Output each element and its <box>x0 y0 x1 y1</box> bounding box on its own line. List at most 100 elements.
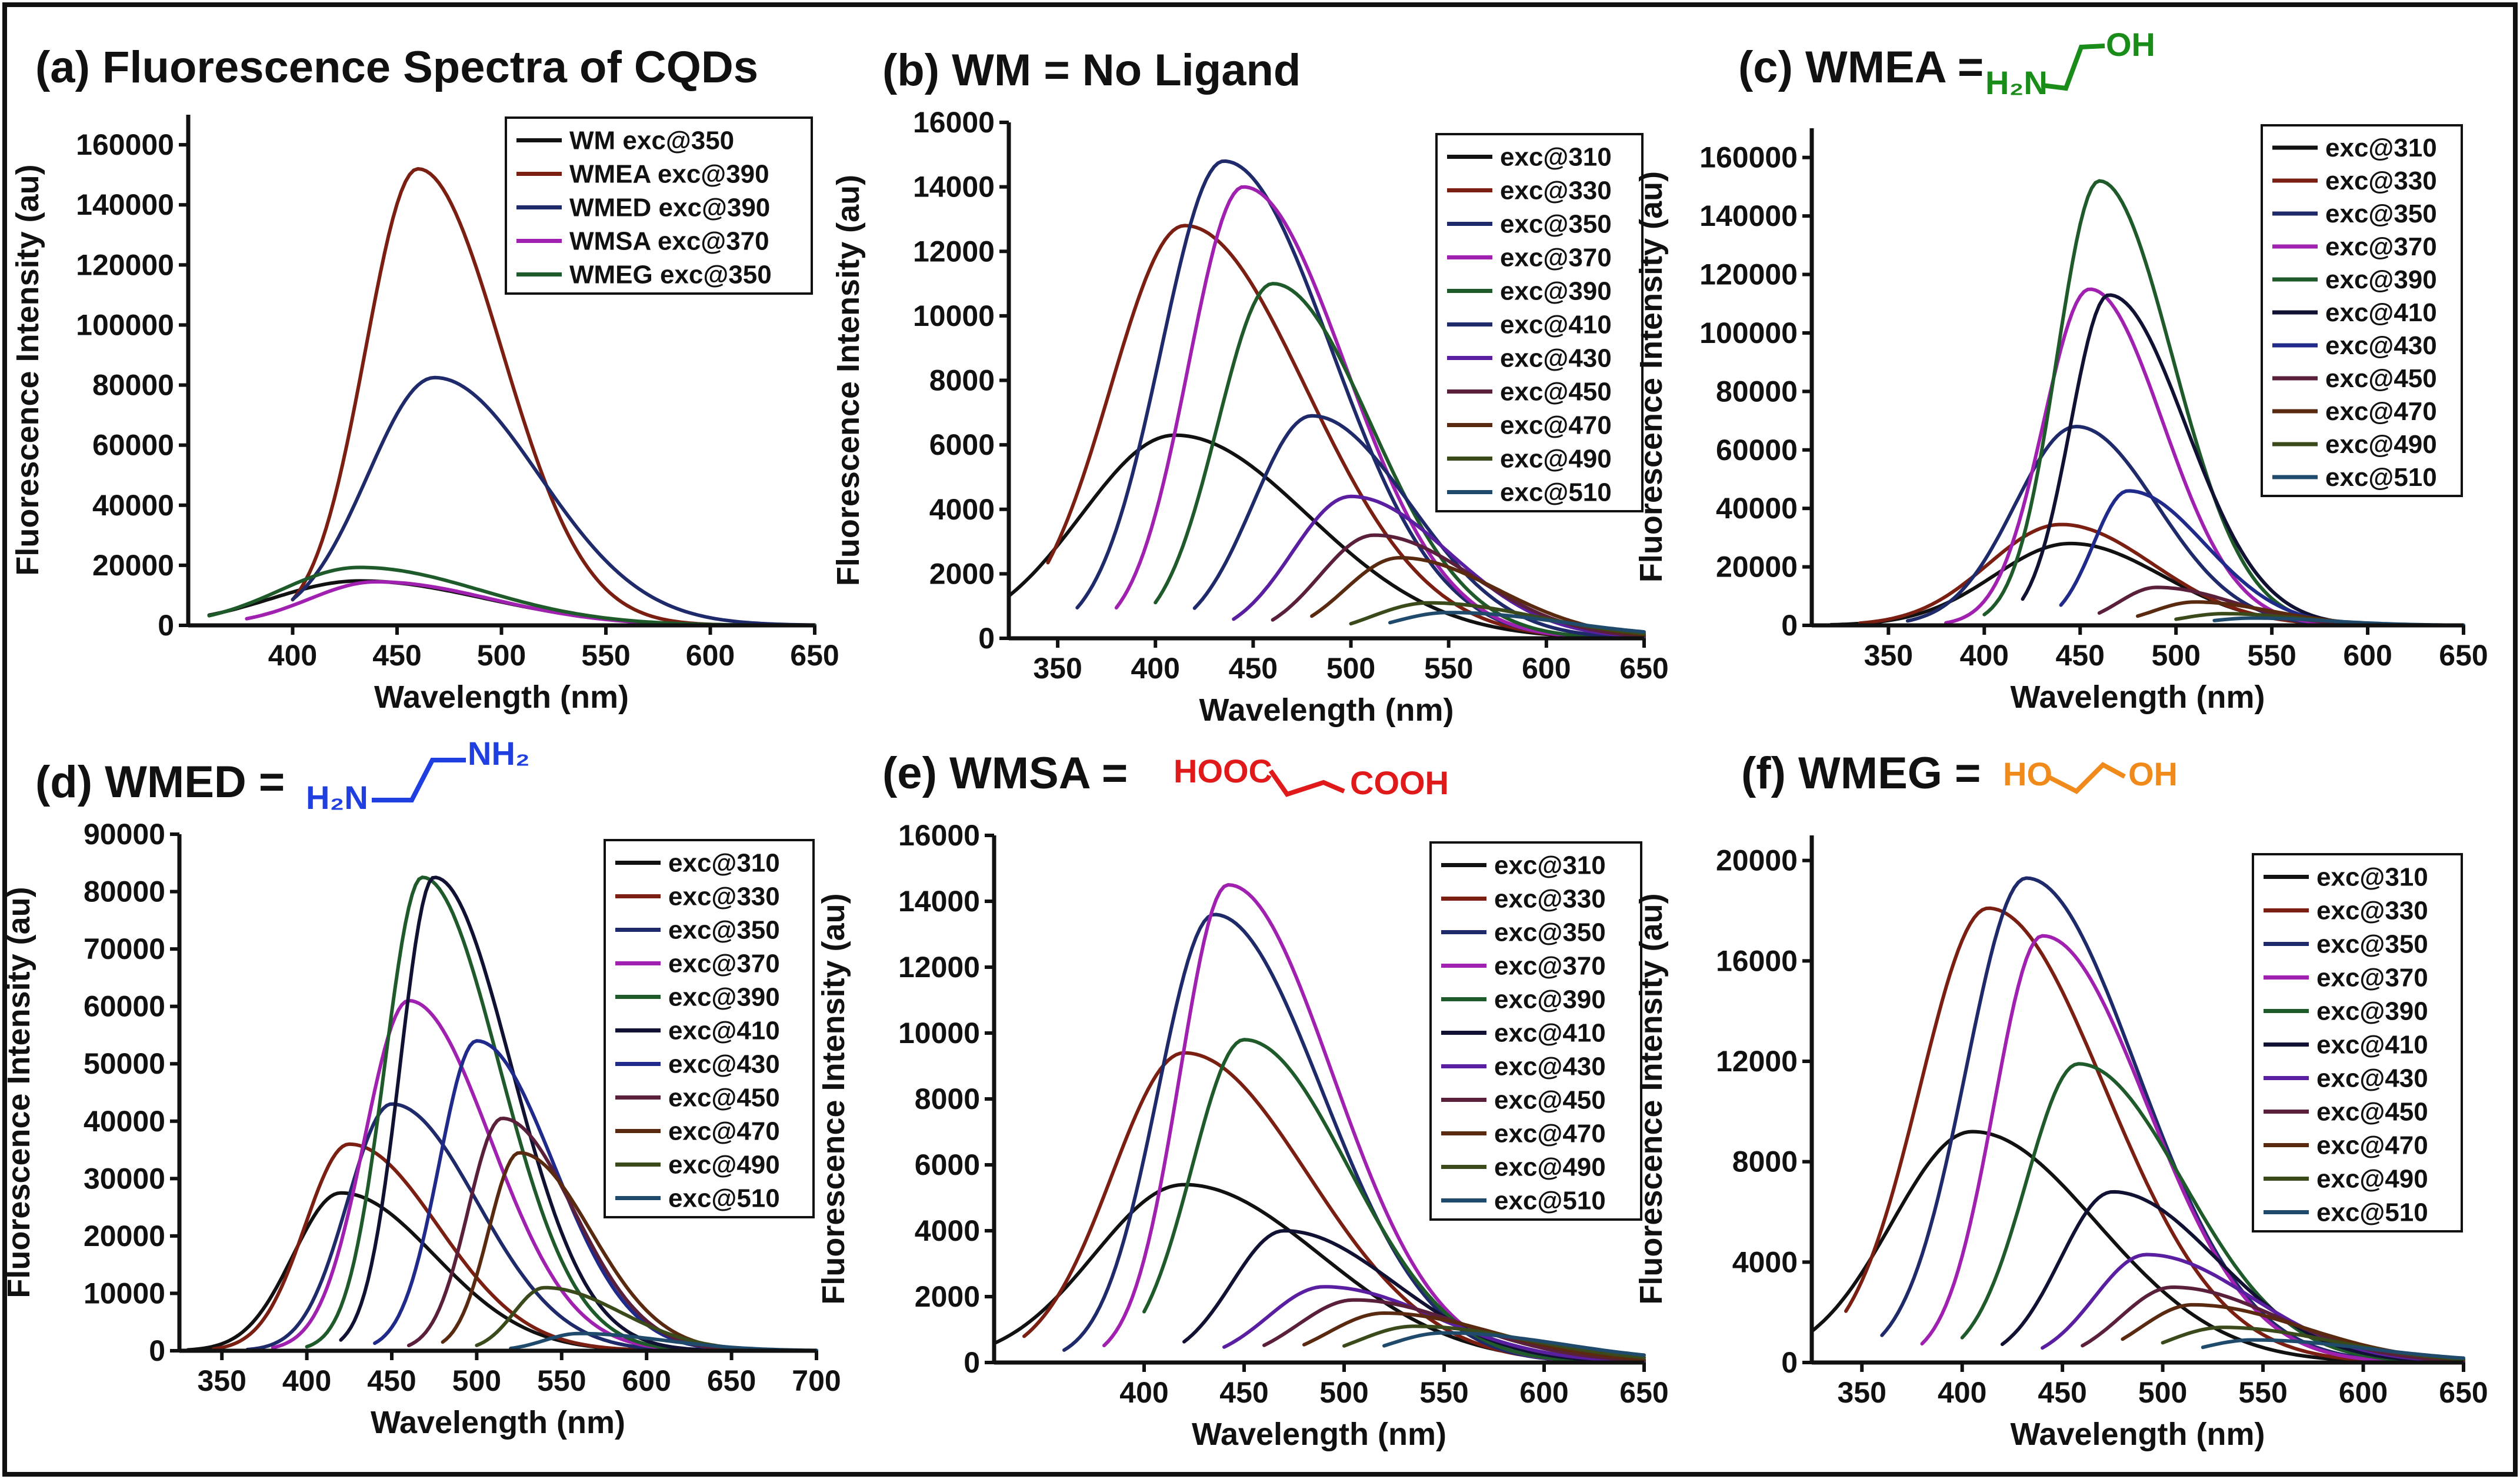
legend-entry: exc@350 <box>1500 210 1612 239</box>
legend: exc@310 exc@330 exc@350 exc@370 exc@390 exc@4… <box>2252 853 2463 1232</box>
y-tick-label: 10000 <box>84 1277 165 1310</box>
x-tick-label: 450 <box>372 639 421 672</box>
chart-panel-b: (b) WM = No Ligand 350 400 450 500 550 600 650 0… <box>831 45 1669 728</box>
y-tick-label: 140000 <box>76 188 174 221</box>
x-tick-label: 400 <box>1938 1376 1986 1409</box>
structure-e-right: COOH <box>1350 764 1449 801</box>
chart-title: (b) WM = No Ligand <box>882 45 1301 95</box>
series-line-exc-450 <box>2081 1285 2465 1363</box>
series-line-exc-370 <box>1920 934 2465 1364</box>
legend-entry: exc@330 <box>2316 897 2428 925</box>
y-tick-label: 20000 <box>1716 551 1798 584</box>
legend-entry: exc@490 <box>2325 430 2437 459</box>
legend-entry: exc@330 <box>2325 166 2437 195</box>
y-tick-label: 4000 <box>929 493 995 526</box>
y-tick-label: 8000 <box>915 1082 980 1115</box>
legend-entry: exc@350 <box>1494 918 1606 947</box>
legend-entry: exc@470 <box>2316 1131 2428 1160</box>
y-tick-label: 2000 <box>915 1280 980 1313</box>
legend-entry: WMEG exc@350 <box>569 261 772 289</box>
x-tick-label: 400 <box>1960 639 2009 672</box>
x-tick-label: 550 <box>581 639 630 672</box>
legend-entry: exc@410 <box>2325 298 2437 327</box>
legend-entry: exc@370 <box>1494 952 1606 981</box>
y-tick-label: 140000 <box>1699 199 1798 232</box>
x-tick-label: 450 <box>2056 639 2105 672</box>
y-tick-label: 60000 <box>1716 434 1798 467</box>
legend-entry: exc@450 <box>668 1084 780 1112</box>
panels: (a) Fluorescence Spectra of CQDs 400 450 50… <box>1 42 2488 1452</box>
y-axis-label: Fluorescence Intensity (au) <box>831 175 866 586</box>
y-tick-label: 0 <box>158 609 174 642</box>
y-tick-label: 4000 <box>915 1214 980 1247</box>
y-tick-label: 40000 <box>84 1105 165 1138</box>
x-tick-label: 450 <box>1219 1376 1268 1409</box>
structure-c-chain <box>2042 44 2105 91</box>
x-tick-label: 600 <box>1522 652 1571 685</box>
legend-entry: exc@410 <box>1494 1019 1606 1048</box>
y-tick-label: 40000 <box>1716 492 1798 525</box>
x-tick-label: 650 <box>2439 639 2488 672</box>
y-axis-label: Fluorescence Intensity (au) <box>1 887 36 1298</box>
legend-entry: exc@430 <box>668 1050 780 1079</box>
legend-entry: exc@310 <box>1500 143 1612 172</box>
y-tick-label: 40000 <box>92 489 174 522</box>
x-tick-label: 650 <box>790 639 839 672</box>
legend-entry: exc@410 <box>2316 1031 2428 1060</box>
structure-c-right: OH <box>2106 26 2155 63</box>
x-tick-label: 350 <box>1838 1376 1886 1409</box>
legend-entry: exc@430 <box>2325 331 2437 360</box>
x-tick-label: 350 <box>197 1364 246 1397</box>
x-tick-label: 500 <box>1326 652 1375 685</box>
legend-entry: exc@490 <box>2316 1165 2428 1194</box>
x-axis-label: Wavelength (nm) <box>2010 679 2265 715</box>
y-tick-label: 10000 <box>898 1017 980 1050</box>
y-tick-label: 16000 <box>1716 944 1798 977</box>
y-tick-label: 80000 <box>84 875 165 908</box>
series-line-exc-510 <box>1382 1331 1646 1357</box>
x-axis-label: Wavelength (nm) <box>2010 1417 2265 1452</box>
y-tick-label: 6000 <box>915 1148 980 1181</box>
legend-entry: exc@370 <box>668 950 780 978</box>
x-axis-label: Wavelength (nm) <box>1192 1417 1446 1452</box>
x-tick-label: 500 <box>2138 1376 2187 1409</box>
legend-entry: exc@430 <box>1500 344 1612 373</box>
y-tick-label: 160000 <box>1699 141 1798 174</box>
x-tick-label: 350 <box>1864 639 1913 672</box>
structure-d-left: H₂N <box>306 779 368 816</box>
x-tick-label: 450 <box>1229 652 1278 685</box>
x-tick-label: 650 <box>707 1364 756 1397</box>
x-tick-label: 600 <box>622 1364 671 1397</box>
structure-e-left: HOOC <box>1174 752 1272 790</box>
legend-entry: exc@510 <box>1494 1187 1606 1215</box>
series-line-exc-450 <box>1271 533 1646 638</box>
y-tick-label: 12000 <box>898 951 980 984</box>
y-tick-label: 8000 <box>1732 1145 1798 1178</box>
series-line-exc-390 <box>1142 1038 1646 1364</box>
x-tick-label: 600 <box>2339 1376 2388 1409</box>
legend-entry: exc@350 <box>2325 199 2437 228</box>
legend-entry: exc@330 <box>1500 176 1612 205</box>
y-axis-label: Fluorescence Intensity (au) <box>816 893 851 1304</box>
structure-d-chain <box>372 758 466 802</box>
legend-entry: exc@470 <box>1500 411 1612 440</box>
y-tick-label: 100000 <box>1699 317 1798 349</box>
legend-entry: WM exc@350 <box>569 126 734 155</box>
legend-entry: exc@310 <box>2316 863 2428 892</box>
chart-title: (f) WMEG = <box>1741 748 1981 798</box>
x-tick-label: 400 <box>268 639 317 672</box>
legend-entry: exc@330 <box>668 882 780 911</box>
structure-f-left: HO <box>2003 755 2052 792</box>
y-tick-label: 90000 <box>84 818 165 851</box>
chart-title: (a) Fluorescence Spectra of CQDs <box>35 42 758 92</box>
y-axis-label: Fluorescence Intensity (au) <box>1634 171 1669 582</box>
y-tick-label: 20000 <box>92 549 174 582</box>
y-tick-label: 14000 <box>913 171 995 204</box>
series-line-exc-390 <box>1154 282 1646 640</box>
x-tick-label: 600 <box>1519 1376 1568 1409</box>
x-tick-label: 500 <box>452 1364 501 1397</box>
x-tick-label: 650 <box>1619 652 1668 685</box>
structure-f-right: OH <box>2128 755 2178 792</box>
legend: exc@310 exc@330 exc@350 exc@370 exc@390 exc@4… <box>1429 841 1642 1221</box>
